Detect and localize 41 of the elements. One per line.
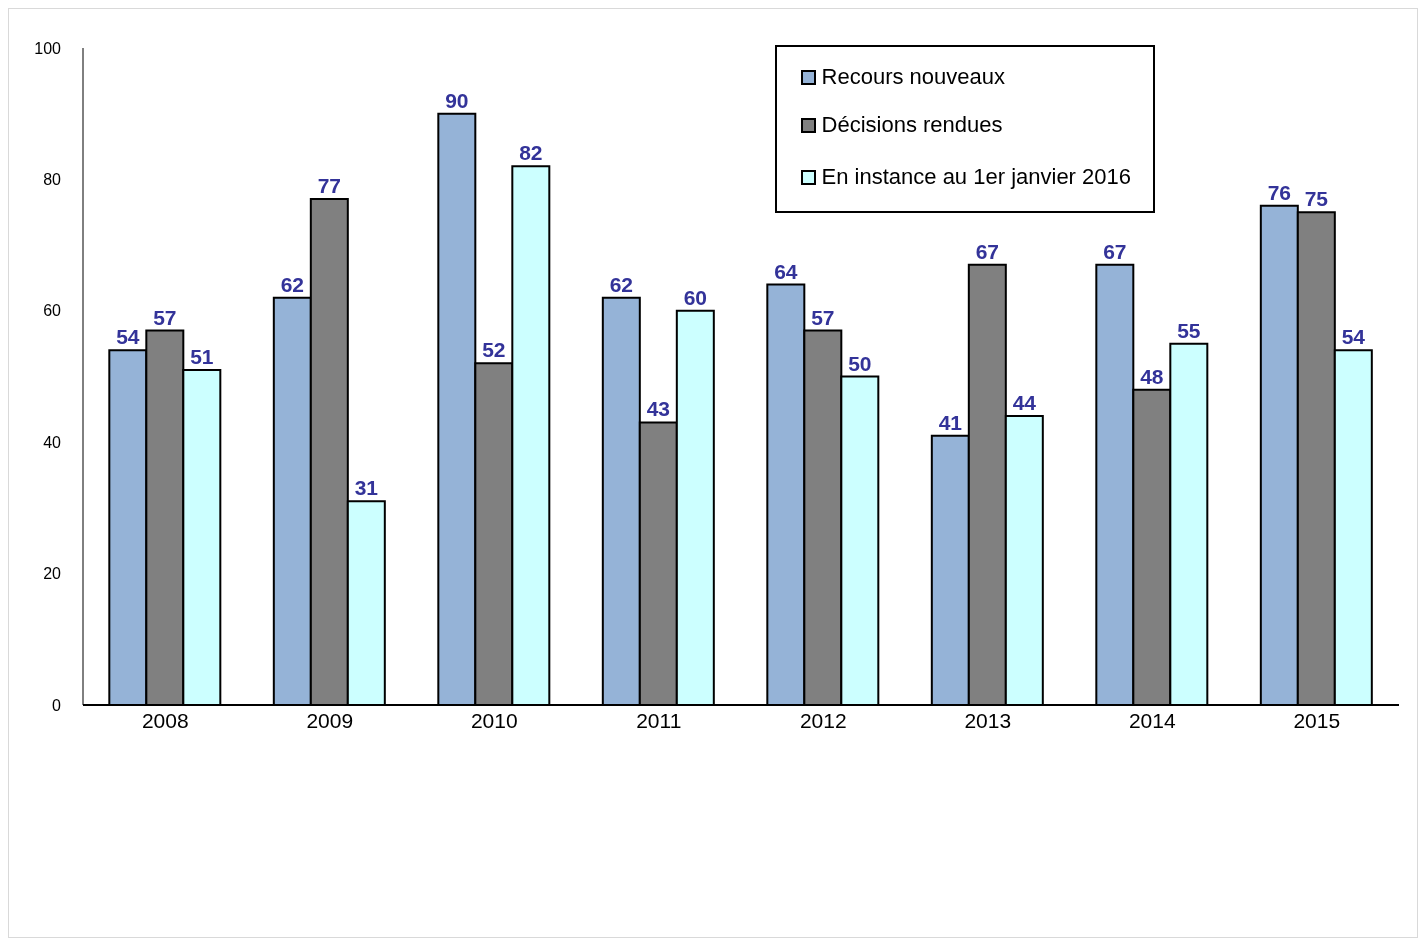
data-label: 76 xyxy=(1267,180,1291,204)
data-label: 55 xyxy=(1177,318,1201,342)
data-label: 43 xyxy=(646,397,670,421)
data-label: 52 xyxy=(482,338,506,362)
x-tick-label: 2011 xyxy=(636,708,682,732)
data-label: 44 xyxy=(1012,390,1037,414)
y-tick-label: 0 xyxy=(52,696,62,714)
data-label: 67 xyxy=(975,239,999,263)
x-tick-label: 2009 xyxy=(306,708,354,732)
data-label: 41 xyxy=(938,410,963,434)
data-label: 54 xyxy=(1341,325,1366,349)
x-tick-label: 2013 xyxy=(964,708,1012,732)
legend-label: Décisions rendues xyxy=(821,112,1003,138)
legend-label: Recours nouveaux xyxy=(821,64,1006,90)
y-tick-label: 100 xyxy=(34,39,62,57)
y-tick-label: 40 xyxy=(43,433,62,451)
data-label: 60 xyxy=(683,285,707,309)
data-label: 64 xyxy=(774,259,798,283)
data-label: 57 xyxy=(811,305,835,329)
x-tick-label: 2015 xyxy=(1293,708,1341,732)
legend-label: En instance au 1er janvier 2016 xyxy=(821,164,1131,190)
data-label: 51 xyxy=(190,344,214,368)
y-tick-label: 60 xyxy=(43,302,62,320)
data-label: 31 xyxy=(354,476,379,500)
x-tick-label: 2014 xyxy=(1128,708,1176,732)
data-label: 77 xyxy=(317,174,341,198)
x-tick-label: 2008 xyxy=(141,708,189,732)
x-tick-label: 2012 xyxy=(799,708,847,732)
data-label: 50 xyxy=(848,351,872,375)
data-label: 82 xyxy=(519,141,543,165)
data-label: 57 xyxy=(153,305,177,329)
x-tick-label: 2010 xyxy=(470,708,518,732)
data-label: 48 xyxy=(1140,364,1164,388)
data-label: 67 xyxy=(1103,239,1127,263)
data-label: 75 xyxy=(1304,187,1329,211)
data-label: 54 xyxy=(116,325,140,349)
data-label: 90 xyxy=(445,88,469,112)
y-tick-label: 20 xyxy=(43,565,62,583)
y-tick-label: 80 xyxy=(43,171,62,189)
data-label: 62 xyxy=(609,272,633,296)
data-label: 62 xyxy=(280,272,304,296)
